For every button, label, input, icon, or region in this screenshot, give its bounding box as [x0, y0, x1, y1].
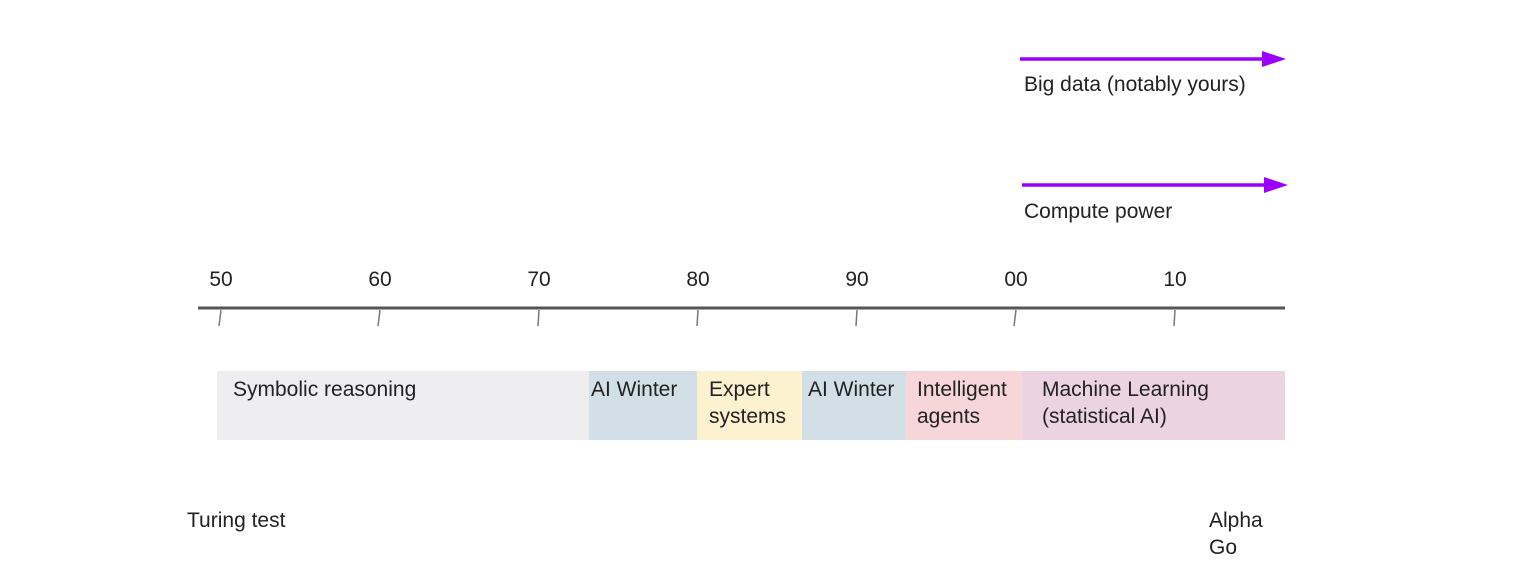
- era-ai-winter-2: AI Winter: [802, 371, 906, 440]
- era-label-symbolic-reasoning: Symbolic reasoning: [233, 378, 417, 401]
- decade-label-90: 90: [845, 268, 869, 291]
- decade-label-70: 70: [527, 268, 551, 291]
- decade-label-10: 10: [1163, 268, 1187, 291]
- era-expert-systems: Expert systems: [697, 371, 802, 440]
- decade-label-50: 50: [209, 268, 233, 291]
- axis-tick-10: [1173, 309, 1176, 327]
- axis-tick-90: [855, 309, 858, 327]
- era-intelligent-agents: Intelligent agents: [906, 371, 1022, 440]
- axis-tick-50: [218, 309, 222, 327]
- era-label-expert-systems: Expert systems: [709, 378, 787, 428]
- era-machine-learning: Machine Learning (statistical AI): [1022, 371, 1285, 440]
- decade-label-80: 80: [686, 268, 710, 291]
- axis-tick-00: [1013, 309, 1017, 327]
- axis-tick-80: [696, 309, 699, 327]
- timeline-axis: [198, 306, 1285, 327]
- decade-label-60: 60: [368, 268, 392, 291]
- era-label-ai-winter-2: AI Winter: [808, 378, 895, 401]
- event-alpha-go: Alpha Go: [1209, 509, 1263, 559]
- axis-tick-70: [537, 309, 540, 327]
- compute-power-arrowhead-icon: [1264, 177, 1288, 193]
- axis-tick-60: [377, 309, 381, 327]
- decade-label-00: 00: [1004, 268, 1028, 291]
- big-data-label: Big data (notably yours): [1024, 73, 1246, 96]
- trend-arrows: [1020, 51, 1288, 193]
- era-label-machine-learning: Machine Learning (statistical AI): [1042, 378, 1209, 428]
- big-data-arrowhead-icon: [1262, 51, 1286, 67]
- era-label-ai-winter-1: AI Winter: [591, 378, 678, 401]
- compute-power-arrow: [1022, 177, 1288, 193]
- compute-power-label: Compute power: [1024, 200, 1173, 223]
- big-data-arrow: [1020, 51, 1286, 67]
- era-symbolic-reasoning: Symbolic reasoning: [217, 371, 589, 440]
- era-ai-winter-1: AI Winter: [589, 371, 697, 440]
- era-label-intelligent-agents: Intelligent agents: [917, 378, 1007, 428]
- event-turing-test: Turing test: [187, 509, 286, 532]
